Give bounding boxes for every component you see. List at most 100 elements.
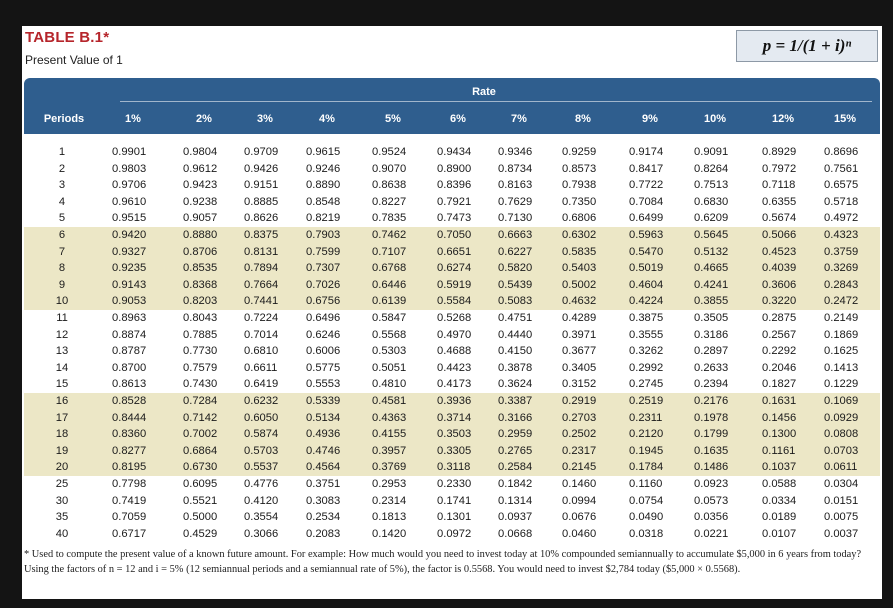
value-cell: 0.2745 — [629, 378, 664, 391]
value-cell: 0.8885 — [244, 195, 279, 208]
value-cell: 0.5339 — [306, 395, 341, 407]
value-cell: 0.6419 — [244, 378, 279, 391]
value-cell: 0.0304 — [824, 478, 859, 490]
value-cell: 0.1842 — [498, 478, 533, 490]
value-cell: 0.9803 — [112, 162, 147, 175]
value-cell: 0.1460 — [562, 478, 597, 490]
value-cell: 0.8626 — [244, 212, 279, 225]
value-cell: 0.6499 — [629, 212, 664, 225]
value-cell: 0.3714 — [437, 411, 472, 424]
value-cell: 0.2317 — [562, 444, 597, 457]
value-cell: 0.1069 — [824, 395, 859, 407]
value-cell: 0.0334 — [762, 494, 797, 507]
table-row: 16 0.8528 0.7284 0.6232 0.5339 0.4581 0.3936 0.… — [24, 393, 880, 410]
value-cell: 0.1945 — [629, 444, 664, 457]
table-header: Rate Periods 1% 2% 3% 4% 5% 6% 7% 8% 9% 10% 12% 15% — [24, 78, 880, 134]
value-cell: 0.9143 — [112, 278, 147, 291]
value-cell: 0.5537 — [244, 461, 279, 474]
table-row: 7 0.9327 0.8706 0.8131 0.7599 0.7107 0.6651 0.6… — [24, 243, 880, 261]
value-cell: 0.3066 — [244, 527, 279, 538]
value-cell: 0.2765 — [498, 444, 533, 457]
value-cell: 0.7513 — [694, 179, 729, 192]
value-cell: 0.7629 — [498, 195, 533, 208]
value-cell: 0.8264 — [694, 162, 729, 175]
value-cell: 0.4581 — [372, 395, 407, 407]
value-cell: 0.6768 — [372, 262, 407, 275]
value-cell: 0.8890 — [306, 179, 341, 192]
value-cell: 0.7014 — [244, 328, 279, 341]
value-cell: 0.7224 — [244, 312, 279, 324]
value-cell: 0.1741 — [437, 494, 472, 507]
value-cell: 0.1229 — [824, 378, 859, 391]
value-cell: 0.5000 — [183, 511, 218, 524]
table-row: 15 0.8613 0.7430 0.6419 0.5553 0.4810 0.4173 0.… — [24, 376, 880, 393]
value-cell: 0.2292 — [762, 345, 797, 358]
value-cell: 0.4289 — [562, 312, 597, 324]
table-row: 40 0.6717 0.4529 0.3066 0.2083 0.1420 0.0972 0.… — [24, 526, 880, 538]
value-cell: 0.7284 — [183, 395, 218, 407]
value-cell: 0.2311 — [629, 411, 663, 424]
value-cell: 0.7002 — [183, 428, 218, 441]
periods-heading: Periods — [43, 113, 85, 125]
period-cell: 14 — [55, 361, 69, 374]
value-cell: 0.2959 — [498, 428, 533, 441]
value-cell: 0.0676 — [562, 511, 597, 524]
value-cell: 0.6611 — [244, 361, 278, 374]
value-cell: 0.8219 — [306, 212, 341, 225]
value-cell: 0.5019 — [629, 262, 664, 275]
value-cell: 0.3083 — [306, 494, 341, 507]
value-cell: 0.6232 — [244, 395, 279, 407]
value-cell: 0.1813 — [372, 511, 407, 524]
value-cell: 0.3152 — [562, 378, 597, 391]
table-row: 18 0.8360 0.7002 0.5874 0.4936 0.4155 0.3503 0.… — [24, 426, 880, 443]
value-cell: 0.9091 — [694, 146, 729, 158]
value-cell: 0.2633 — [694, 361, 729, 374]
value-cell: 0.2519 — [629, 395, 664, 407]
value-cell: 0.7972 — [762, 162, 797, 175]
value-cell: 0.9709 — [244, 146, 279, 158]
period-cell: 19 — [55, 444, 69, 457]
value-cell: 0.6730 — [183, 461, 218, 474]
value-cell: 0.0151 — [824, 494, 859, 507]
value-cell: 0.7894 — [244, 262, 279, 275]
value-cell: 0.3505 — [694, 312, 729, 324]
value-cell: 0.5718 — [824, 195, 859, 208]
table-row: 8 0.9235 0.8535 0.7894 0.7307 0.6768 0.6274 0.5… — [24, 260, 880, 277]
table-row: 20 0.8195 0.6730 0.5537 0.4564 0.3769 0.3118 0.… — [24, 459, 880, 476]
table-row: 25 0.7798 0.6095 0.4776 0.3751 0.2953 0.2330 0.… — [24, 476, 880, 493]
value-cell: 0.8195 — [112, 461, 147, 474]
value-cell: 0.7107 — [372, 245, 407, 258]
value-cell: 0.0994 — [562, 494, 597, 507]
period-cell: 4 — [58, 195, 66, 208]
value-cell: 0.1784 — [629, 461, 664, 474]
value-cell: 0.5002 — [562, 278, 597, 291]
value-cell: 0.2394 — [694, 378, 729, 391]
value-cell: 0.2584 — [498, 461, 533, 474]
value-cell: 0.9515 — [112, 212, 147, 225]
value-cell: 0.3554 — [244, 511, 279, 524]
value-cell: 0.3262 — [629, 345, 664, 358]
value-cell: 0.4810 — [372, 378, 407, 391]
value-cell: 0.7084 — [629, 195, 664, 208]
value-cell: 0.0668 — [498, 527, 533, 538]
value-cell: 0.3624 — [498, 378, 533, 391]
value-cell: 0.5521 — [183, 494, 218, 507]
value-cell: 0.0972 — [437, 527, 472, 538]
value-cell: 0.5835 — [562, 245, 597, 258]
value-cell: 0.0937 — [498, 511, 533, 524]
value-cell: 0.6050 — [244, 411, 279, 424]
value-cell: 0.5132 — [694, 245, 729, 258]
value-cell: 0.3555 — [629, 328, 664, 341]
value-cell: 0.7059 — [112, 511, 147, 524]
value-cell: 0.1631 — [762, 395, 797, 407]
value-cell: 0.3936 — [437, 395, 472, 407]
table-row: 14 0.8700 0.7579 0.6611 0.5775 0.5051 0.4423 0.… — [24, 360, 880, 377]
table-row: 10 0.9053 0.8203 0.7441 0.6756 0.6139 0.5584 0.… — [24, 293, 880, 310]
period-cell: 13 — [55, 345, 69, 358]
value-cell: 0.7473 — [437, 212, 472, 225]
rate-column-header: 15% — [833, 113, 857, 125]
value-cell: 0.9426 — [244, 162, 279, 175]
value-cell: 0.3677 — [562, 345, 597, 358]
table-row: 30 0.7419 0.5521 0.4120 0.3083 0.2314 0.1741 0.… — [24, 493, 880, 510]
period-cell: 6 — [58, 229, 66, 241]
